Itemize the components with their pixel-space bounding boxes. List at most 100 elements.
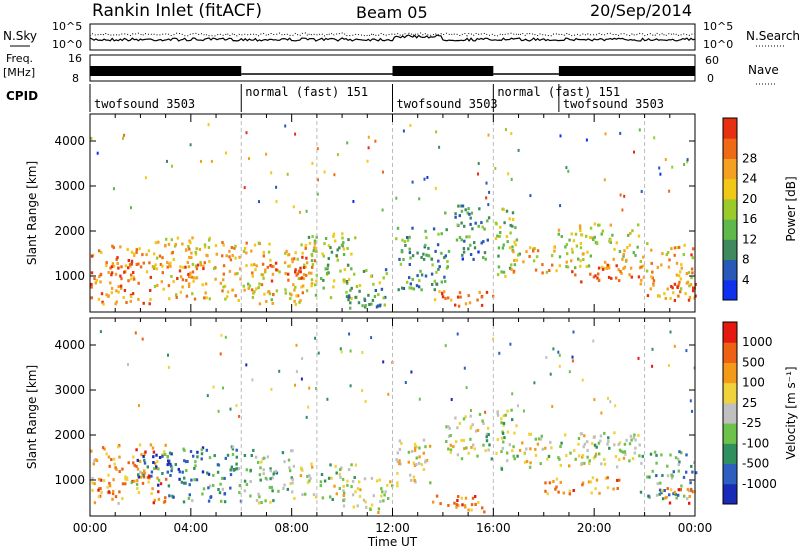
data-cell <box>573 449 576 452</box>
data-cell <box>500 421 503 425</box>
data-cell <box>209 495 212 499</box>
noise-right-tick-top: 10^5 <box>703 20 733 33</box>
data-cell <box>199 261 202 265</box>
data-cell <box>513 457 516 461</box>
data-cell <box>140 453 143 457</box>
data-cell <box>163 453 167 456</box>
data-cell <box>506 409 509 413</box>
data-cell <box>170 275 173 278</box>
data-cell <box>156 283 159 287</box>
data-cell <box>271 489 274 493</box>
data-cell <box>137 262 140 266</box>
data-cell <box>255 287 258 291</box>
data-cell <box>679 488 682 491</box>
data-cell <box>430 272 434 276</box>
data-cell <box>369 508 372 511</box>
data-cell <box>243 288 246 292</box>
data-cell <box>234 256 237 260</box>
ytick-label-1: 2000 <box>54 428 85 442</box>
data-cell <box>500 436 504 440</box>
data-cell <box>568 492 571 496</box>
data-cell <box>402 129 405 133</box>
data-cell <box>510 132 513 136</box>
data-cell <box>583 461 586 465</box>
data-cell <box>370 336 373 340</box>
colorbar-label: Velocity [m s⁻¹] <box>784 366 798 459</box>
data-cell <box>363 297 366 301</box>
data-cell <box>568 464 571 468</box>
data-cell <box>130 262 133 266</box>
data-cell <box>369 274 373 278</box>
data-cell <box>216 463 220 467</box>
data-cell <box>91 476 94 480</box>
data-cell <box>224 335 227 339</box>
data-cell <box>688 501 691 505</box>
data-cell <box>577 454 581 458</box>
data-cell <box>226 290 230 294</box>
data-cell <box>345 281 349 285</box>
data-cell <box>266 265 269 269</box>
data-cell <box>271 272 275 276</box>
data-cell <box>631 457 635 461</box>
data-cell <box>217 488 220 491</box>
data-cell <box>98 275 101 278</box>
data-cell <box>300 377 303 381</box>
data-cell <box>157 240 160 244</box>
data-cell <box>625 258 628 262</box>
data-cell <box>545 270 549 274</box>
data-cell <box>286 172 289 176</box>
data-cell <box>673 246 677 250</box>
data-cell <box>299 299 302 303</box>
data-cell <box>454 416 457 420</box>
data-cell <box>349 306 352 310</box>
data-cell <box>348 332 351 336</box>
data-cell <box>329 463 332 467</box>
ylabel: Slant Range [km] <box>25 161 39 265</box>
data-cell <box>157 490 160 494</box>
data-cell <box>505 128 507 132</box>
data-cell <box>204 282 208 286</box>
data-cell <box>582 258 585 261</box>
data-cell <box>588 462 591 466</box>
data-cell <box>379 303 382 307</box>
data-cell <box>432 500 435 504</box>
data-cell <box>155 465 158 469</box>
data-cell <box>179 265 182 269</box>
data-cell <box>249 480 252 483</box>
data-cell <box>205 296 208 300</box>
data-cell <box>364 500 367 504</box>
data-cell <box>568 370 571 374</box>
data-cell <box>691 271 694 275</box>
data-cell <box>251 274 254 278</box>
data-cell <box>155 453 158 457</box>
data-cell <box>655 474 658 478</box>
data-cell <box>342 280 346 284</box>
data-cell <box>615 465 619 469</box>
data-cell <box>262 250 265 254</box>
data-cell <box>610 276 613 280</box>
data-cell <box>135 250 138 254</box>
data-cell <box>358 480 361 484</box>
data-cell <box>142 473 145 477</box>
xtick-label-4: 16:00 <box>476 521 511 535</box>
data-cell <box>690 267 694 271</box>
data-cell <box>342 278 345 282</box>
data-cell <box>468 235 471 239</box>
colorbar-tick-3: 25 <box>742 396 757 410</box>
data-cell <box>97 488 100 492</box>
data-cell <box>266 455 269 459</box>
data-cell <box>332 279 336 283</box>
data-cell <box>123 133 126 137</box>
data-cell <box>275 268 278 272</box>
data-cell <box>350 267 353 271</box>
data-cell <box>304 244 308 248</box>
data-cell <box>152 461 155 464</box>
nsearch-trace <box>89 32 696 37</box>
data-cell <box>296 272 300 276</box>
data-cell <box>162 287 165 291</box>
data-cell <box>326 271 329 275</box>
data-cell <box>618 458 621 462</box>
data-cell <box>166 463 169 467</box>
data-cell <box>322 278 325 282</box>
data-cell <box>564 433 567 437</box>
